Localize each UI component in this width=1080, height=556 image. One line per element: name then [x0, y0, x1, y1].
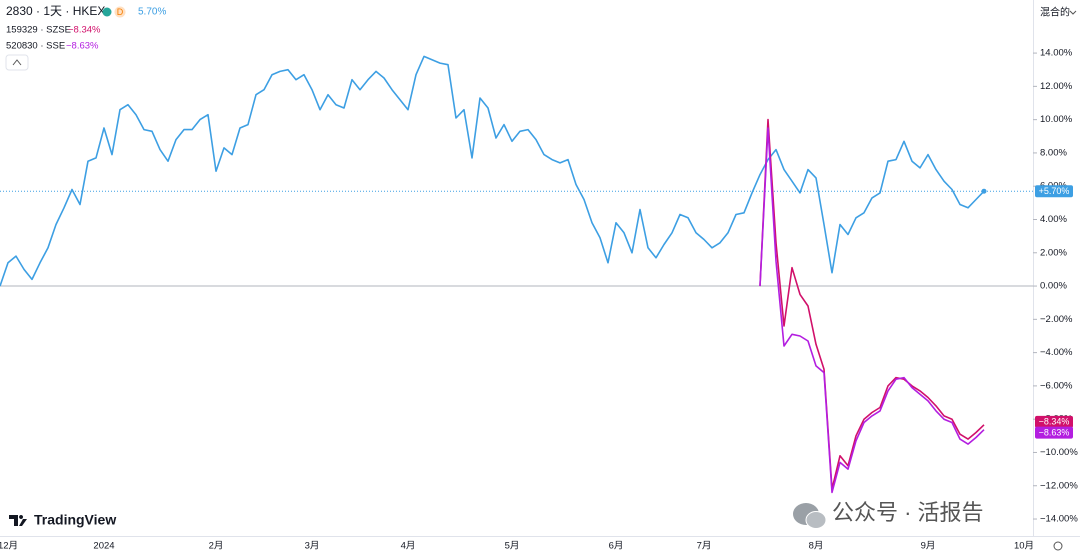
- x-tick-label: 6月: [609, 541, 624, 552]
- x-tick-label: 10月: [1014, 541, 1034, 552]
- x-tick-label: 3月: [305, 541, 320, 552]
- watermark: 公众号 · 活报告: [793, 500, 984, 529]
- y-tick-label: −2.00%: [1040, 314, 1073, 325]
- x-tick-label: 9月: [921, 541, 936, 552]
- settings-button[interactable]: [1053, 541, 1063, 551]
- legend-value: −8.63%: [66, 41, 99, 52]
- y-tick-label: −10.00%: [1040, 447, 1078, 458]
- legend: 2830 · 1天 · HKEX D 5.70% 159329 · SZSE −…: [5, 4, 166, 71]
- x-tick-label: 2024: [93, 541, 114, 552]
- x-tick-label: 7月: [697, 541, 712, 552]
- status-dot: [102, 7, 112, 17]
- legend-name: 159329 · SZSE: [6, 25, 71, 36]
- brand-name: TradingView: [34, 512, 116, 528]
- y-tick-label: 8.00%: [1040, 147, 1067, 158]
- y-tick-label: 14.00%: [1040, 48, 1073, 59]
- collapse-icon: [12, 59, 22, 66]
- y-tick-label: −4.00%: [1040, 347, 1073, 358]
- symbol-title: 2830 · 1天 · HKEX: [6, 4, 105, 18]
- x-tick-label: 4月: [401, 541, 416, 552]
- series-line: [759, 127, 985, 494]
- collapse-button[interactable]: [5, 54, 29, 71]
- price-label-bg: [1035, 415, 1073, 428]
- y-tick-label: 10.00%: [1040, 114, 1073, 125]
- brand-logo: TradingView: [9, 512, 116, 528]
- y-tick-label: 4.00%: [1040, 214, 1067, 225]
- plot: [0, 55, 1033, 494]
- scale-mode[interactable]: 混合的: [1040, 6, 1077, 19]
- series-line: [0, 55, 985, 287]
- legend-value: 5.70%: [138, 7, 166, 18]
- badge-bg: [114, 6, 126, 18]
- legend-name: 520830 · SSE: [6, 41, 65, 52]
- wechat-icon: [805, 511, 827, 529]
- x-tick-label: 2月: [209, 541, 224, 552]
- y-tick-label: 12.00%: [1040, 81, 1073, 92]
- y-tick-label: 2.00%: [1040, 247, 1067, 258]
- scale-mode-label: 混合的: [1040, 6, 1070, 19]
- x-tick-label: 8月: [809, 541, 824, 552]
- watermark-text: 公众号 · 活报告: [832, 500, 984, 525]
- price-label: −8.34%: [1039, 417, 1070, 427]
- price-label-bg: [1035, 426, 1073, 439]
- chevron: [1069, 10, 1077, 15]
- y-tick-label: −12.00%: [1040, 480, 1078, 491]
- x-tick-label: 5月: [505, 541, 520, 552]
- price-label: +5.70%: [1039, 186, 1070, 196]
- y-tick-label: −6.00%: [1040, 380, 1073, 391]
- price-label: −8.63%: [1039, 428, 1070, 438]
- legend-value: −8.34%: [68, 25, 101, 36]
- series-line: [759, 118, 985, 490]
- price-label-bg: [1035, 185, 1073, 198]
- y-tick-label: −14.00%: [1040, 514, 1078, 525]
- y-tick-label: 0.00%: [1040, 281, 1067, 292]
- logo-mark: [9, 515, 27, 526]
- last-point: [981, 188, 987, 194]
- interval-badge: D: [117, 7, 124, 17]
- x-tick-label: 12月: [0, 541, 18, 552]
